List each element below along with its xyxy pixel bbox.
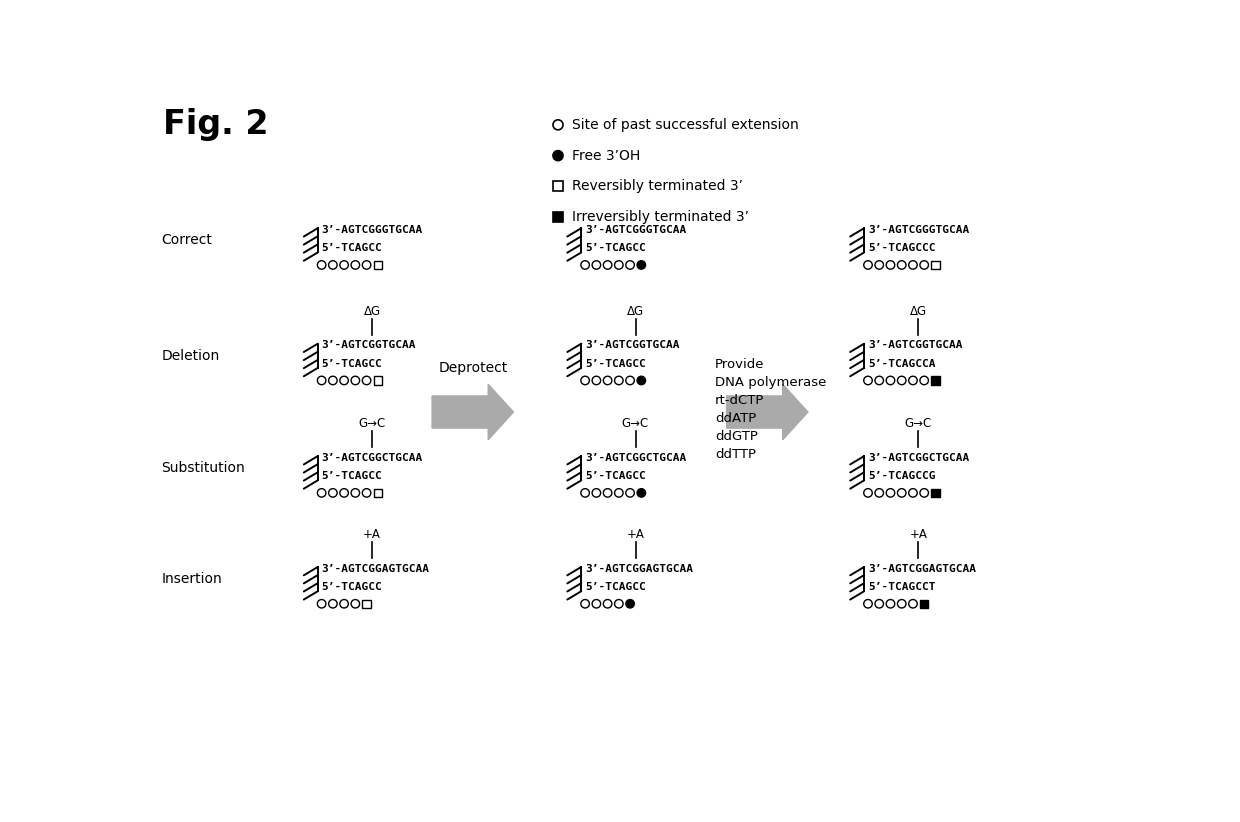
Circle shape (637, 261, 646, 269)
Text: Substitution: Substitution (161, 461, 246, 475)
Text: +A: +A (909, 528, 928, 541)
Text: 3’-AGTCGGTGCAA: 3’-AGTCGGTGCAA (868, 340, 962, 350)
Text: 5’-TCAGCCA: 5’-TCAGCCA (868, 358, 935, 368)
Text: 5’-TCAGCC: 5’-TCAGCC (585, 358, 646, 368)
Text: 3’-AGTCGGCTGCAA: 3’-AGTCGGCTGCAA (868, 453, 970, 463)
Text: Site of past successful extension: Site of past successful extension (572, 118, 799, 132)
Bar (373, 376, 382, 385)
Text: 3’-AGTCGGCTGCAA: 3’-AGTCGGCTGCAA (321, 453, 423, 463)
Bar (373, 261, 382, 269)
Text: 3’-AGTCGGGTGCAA: 3’-AGTCGGGTGCAA (868, 225, 970, 235)
Text: Irreversibly terminated 3’: Irreversibly terminated 3’ (572, 210, 749, 224)
Text: 5’-TCAGCC: 5’-TCAGCC (585, 582, 646, 592)
Text: 3’-AGTCGGAGTGCAA: 3’-AGTCGGAGTGCAA (321, 564, 429, 574)
Text: 3’-AGTCGGTGCAA: 3’-AGTCGGTGCAA (321, 340, 417, 350)
Text: +A: +A (626, 528, 645, 541)
Text: G→C: G→C (622, 417, 649, 430)
Text: ΔG: ΔG (363, 305, 381, 317)
Bar (920, 599, 929, 608)
Text: Reversibly terminated 3’: Reversibly terminated 3’ (572, 179, 743, 193)
Text: Correct: Correct (161, 233, 212, 247)
Text: 3’-AGTCGGAGTGCAA: 3’-AGTCGGAGTGCAA (868, 564, 976, 574)
Text: G→C: G→C (358, 417, 386, 430)
Bar (373, 488, 382, 497)
Circle shape (637, 488, 646, 497)
Text: 3’-AGTCGGAGTGCAA: 3’-AGTCGGAGTGCAA (585, 564, 693, 574)
Bar (362, 599, 371, 608)
Text: 3’-AGTCGGGTGCAA: 3’-AGTCGGGTGCAA (321, 225, 423, 235)
Text: ΔG: ΔG (910, 305, 928, 317)
Text: 5’-TCAGCC: 5’-TCAGCC (321, 582, 382, 592)
Text: 5’-TCAGCC: 5’-TCAGCC (585, 471, 646, 481)
Text: 3’-AGTCGGGTGCAA: 3’-AGTCGGGTGCAA (585, 225, 687, 235)
Text: 5’-TCAGCCT: 5’-TCAGCCT (868, 582, 935, 592)
Text: 3’-AGTCGGTGCAA: 3’-AGTCGGTGCAA (585, 340, 680, 350)
Circle shape (637, 376, 646, 385)
Text: 3’-AGTCGGCTGCAA: 3’-AGTCGGCTGCAA (585, 453, 687, 463)
Text: Fig. 2: Fig. 2 (162, 108, 268, 141)
Text: 5’-TCAGCC: 5’-TCAGCC (321, 358, 382, 368)
Text: Deletion: Deletion (161, 349, 219, 363)
Text: 5’-TCAGCC: 5’-TCAGCC (585, 243, 646, 253)
Circle shape (626, 599, 635, 608)
Bar (931, 261, 940, 269)
Bar (553, 182, 563, 192)
Bar (931, 488, 940, 497)
Text: Insertion: Insertion (161, 572, 222, 586)
Text: Free 3’OH: Free 3’OH (572, 149, 640, 163)
Text: 5’-TCAGCCC: 5’-TCAGCCC (868, 243, 935, 253)
Text: G→C: G→C (905, 417, 932, 430)
Bar (553, 212, 563, 222)
Text: 5’-TCAGCC: 5’-TCAGCC (321, 243, 382, 253)
Text: Deprotect: Deprotect (438, 361, 507, 375)
Polygon shape (432, 385, 513, 440)
Text: 5’-TCAGCCG: 5’-TCAGCCG (868, 471, 935, 481)
Circle shape (553, 150, 563, 160)
Polygon shape (727, 385, 808, 440)
Text: +A: +A (363, 528, 381, 541)
Text: Provide
DNA polymerase
rt-dCTP
ddATP
ddGTP
ddTTP: Provide DNA polymerase rt-dCTP ddATP ddG… (715, 358, 826, 461)
Text: ΔG: ΔG (627, 305, 644, 317)
Bar (931, 376, 940, 385)
Text: 5’-TCAGCC: 5’-TCAGCC (321, 471, 382, 481)
